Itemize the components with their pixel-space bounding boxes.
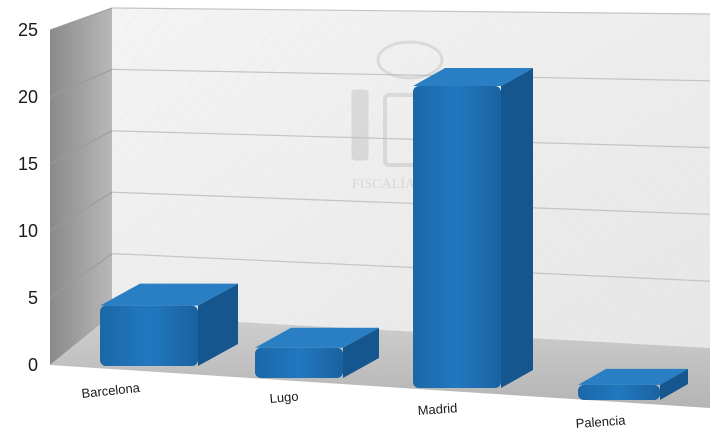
bar-top bbox=[413, 68, 533, 86]
bar-top bbox=[100, 283, 238, 306]
bar-lugo bbox=[255, 327, 379, 378]
bar-front bbox=[255, 347, 343, 378]
gridline bbox=[111, 7, 711, 15]
bar-front bbox=[578, 384, 660, 400]
bar-front bbox=[413, 86, 501, 388]
y-tick-label: 15 bbox=[18, 154, 38, 174]
y-tick-label: 20 bbox=[18, 87, 38, 107]
y-tick-label: 0 bbox=[28, 355, 38, 375]
bars bbox=[100, 68, 688, 400]
bar-palencia bbox=[578, 368, 688, 400]
x-tick-label: Barcelona bbox=[81, 380, 142, 401]
bar-side bbox=[198, 283, 238, 366]
gridline bbox=[111, 191, 711, 215]
bar-front bbox=[100, 305, 198, 366]
gridline-side bbox=[49, 191, 113, 232]
x-tick-label: Lugo bbox=[269, 389, 299, 406]
gridlines bbox=[49, 7, 711, 299]
x-tick-label: Madrid bbox=[417, 400, 458, 418]
bar-barcelona bbox=[100, 283, 238, 366]
bar-top bbox=[578, 368, 688, 385]
bar-side bbox=[501, 68, 533, 388]
y-axis: 0 5 10 15 20 25 bbox=[18, 20, 38, 375]
chart-back-wall-texture bbox=[112, 8, 710, 348]
gridline-side bbox=[49, 7, 113, 31]
bar-side bbox=[660, 368, 688, 400]
y-tick-label: 10 bbox=[18, 221, 38, 241]
y-tick-label: 25 bbox=[18, 20, 38, 40]
gridline-side bbox=[49, 130, 113, 165]
x-tick-label: Palencia bbox=[575, 412, 627, 430]
gridline-side bbox=[49, 68, 113, 98]
gridline bbox=[111, 130, 711, 149]
gridline-side bbox=[49, 253, 113, 299]
gridline bbox=[111, 68, 711, 82]
x-axis: Barcelona Lugo Madrid Palencia bbox=[81, 380, 627, 431]
bar-side bbox=[343, 327, 379, 378]
y-tick-label: 5 bbox=[28, 288, 38, 308]
bar-top bbox=[255, 327, 379, 348]
bar-madrid bbox=[413, 68, 533, 388]
gridline bbox=[111, 253, 711, 282]
chart-side-wall bbox=[50, 8, 112, 365]
